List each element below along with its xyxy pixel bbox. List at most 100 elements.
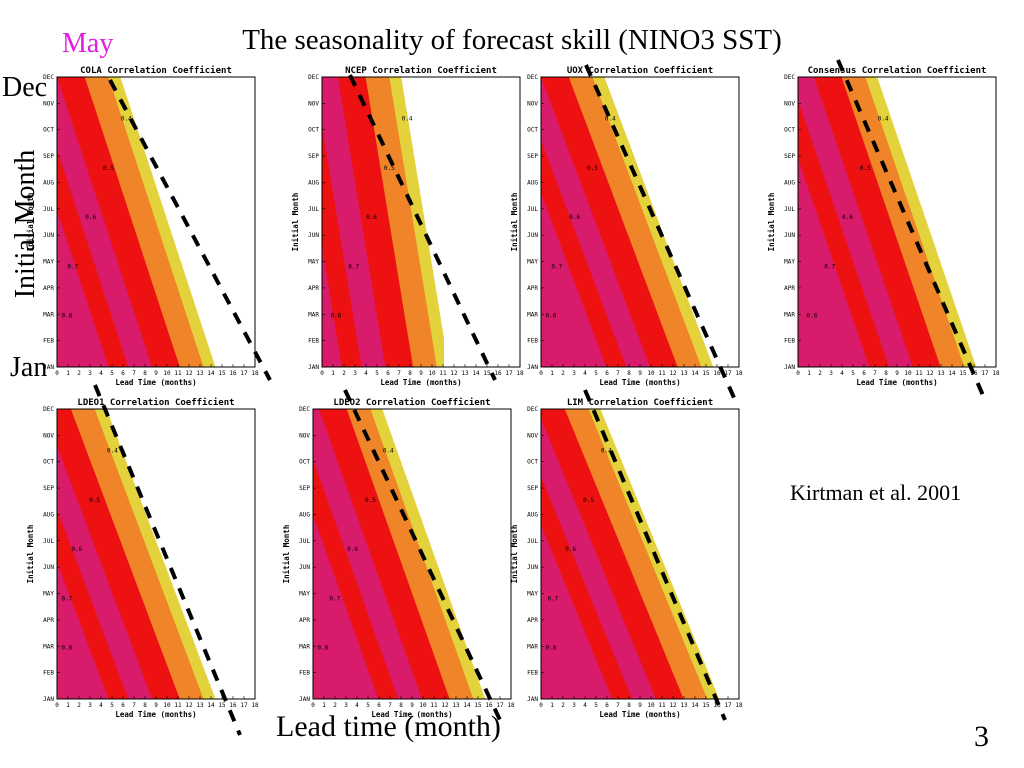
y-tick-label: OCT: [299, 459, 310, 466]
x-tick-label: 2: [77, 702, 81, 709]
slide-title: The seasonality of forecast skill (NINO3…: [242, 24, 782, 56]
band-magenta: [798, 77, 913, 367]
x-tick-label: 5: [110, 702, 114, 709]
x-tick-label: 7: [132, 702, 136, 709]
y-tick-label: MAY: [527, 591, 538, 598]
x-tick-label: 0: [539, 370, 543, 377]
band-magenta: [313, 409, 422, 699]
heatmap-panel: UOX Correlation Coefficient JAN FEB MAR APR M…: [510, 65, 743, 387]
x-tick-label: 10: [647, 370, 655, 377]
y-tick-label: JUL: [299, 538, 310, 545]
contour-label: 0.6: [569, 214, 580, 221]
contour-label: 0.8: [806, 313, 817, 320]
x-tick-label: 17: [240, 370, 248, 377]
dashed-guide-line: [343, 389, 502, 721]
dashed-guide-line: [583, 389, 727, 721]
x-tick-label: 9: [638, 370, 642, 377]
y-tick-label: MAR: [43, 643, 54, 650]
y-tick-label: AUG: [43, 511, 54, 518]
x-tick-label: 14: [691, 370, 699, 377]
contour-label: 0.8: [545, 313, 556, 320]
x-tick-label: 15: [959, 370, 967, 377]
x-tick-label: 11: [658, 702, 666, 709]
y-tick-label: NOV: [43, 100, 54, 107]
x-tick-label: 4: [364, 370, 368, 377]
x-tick-label: 12: [669, 702, 677, 709]
x-tick-label: 14: [463, 702, 471, 709]
x-tick-label: 0: [55, 702, 59, 709]
x-tick-label: 6: [377, 702, 381, 709]
heatmap-fill: [57, 409, 255, 699]
y-tick-label: AUG: [299, 511, 310, 518]
y-tick-label: APR: [43, 285, 54, 292]
x-tick-label: 10: [163, 702, 171, 709]
y-tick-label: MAR: [527, 311, 538, 318]
y-tick-label: DEC: [527, 406, 538, 413]
y-axis-label: Initial Month: [26, 193, 35, 252]
x-tick-label: 18: [251, 702, 259, 709]
x-tick-label: 11: [430, 702, 438, 709]
y-tick-label: OCT: [43, 127, 54, 134]
y-tick-label: DEC: [43, 74, 54, 81]
x-tick-label: 10: [904, 370, 912, 377]
x-tick-label: 4: [99, 702, 103, 709]
x-tick-label: 13: [461, 370, 469, 377]
y-tick-label: OCT: [784, 127, 795, 134]
x-tick-label: 7: [132, 370, 136, 377]
band-magenta: [541, 77, 650, 367]
may-label: May: [62, 28, 114, 59]
y-tick-label: SEP: [527, 153, 538, 160]
contour-label: 0.4: [121, 116, 132, 123]
contour-label: 0.5: [860, 165, 871, 172]
x-tick-label: 13: [196, 370, 204, 377]
x-tick-label: 17: [496, 702, 504, 709]
band-red-inner: [541, 476, 633, 699]
x-axis-label: Lead Time (months): [599, 710, 680, 719]
y-tick-label: DEC: [43, 406, 54, 413]
band-red-inner: [57, 509, 129, 699]
x-axis-label: Lead Time (months): [856, 378, 937, 387]
y-tick-label: FEB: [43, 670, 54, 677]
y-tick-label: AUG: [784, 179, 795, 186]
panel-title: LDEO2 Correlation Coefficient: [333, 397, 490, 408]
x-tick-label: 4: [840, 370, 844, 377]
y-tick-label: MAY: [308, 259, 319, 266]
y-tick-label: JUL: [784, 206, 795, 213]
heatmap-panel: COLA Correlation Coefficient JAN FEB MAR APR…: [26, 65, 259, 387]
band-red-inner: [57, 149, 129, 367]
y-tick-label: JUN: [784, 232, 795, 239]
band-red-inner: [798, 100, 890, 367]
x-tick-label: 7: [397, 370, 401, 377]
x-tick-label: 6: [605, 702, 609, 709]
x-tick-label: 3: [829, 370, 833, 377]
x-tick-label: 15: [483, 370, 491, 377]
y-tick-label: FEB: [784, 338, 795, 345]
contour-label: 0.6: [842, 214, 853, 221]
y-tick-label: MAY: [784, 259, 795, 266]
y-tick-label: MAR: [43, 311, 54, 318]
x-tick-label: 17: [981, 370, 989, 377]
heatmap-fill: [798, 77, 996, 367]
band-red-inner: [313, 459, 399, 699]
y-tick-label: APR: [43, 617, 54, 624]
y-tick-label: APR: [308, 285, 319, 292]
contour-label: 0.7: [547, 595, 558, 602]
y-tick-label: JAN: [299, 696, 310, 703]
heatmap-panel: Consensus Correlation Coefficient JAN FEB M…: [767, 65, 1000, 387]
y-tick-label: JUN: [43, 564, 54, 571]
y-tick-label: JUL: [43, 538, 54, 545]
x-tick-label: 5: [110, 370, 114, 377]
heatmap-panel: LDEO1 Correlation Coefficient JAN FEB MAR AP…: [26, 397, 259, 719]
y-tick-label: JUN: [299, 564, 310, 571]
y-tick-label: MAY: [299, 591, 310, 598]
x-tick-label: 9: [154, 702, 158, 709]
x-tick-label: 4: [355, 702, 359, 709]
x-tick-label: 16: [229, 370, 237, 377]
x-tick-label: 15: [474, 702, 482, 709]
x-tick-label: 18: [251, 370, 259, 377]
y-tick-label: NOV: [527, 432, 538, 439]
x-tick-label: 0: [311, 702, 315, 709]
x-tick-label: 5: [366, 702, 370, 709]
x-tick-label: 10: [647, 702, 655, 709]
x-tick-label: 0: [320, 370, 324, 377]
